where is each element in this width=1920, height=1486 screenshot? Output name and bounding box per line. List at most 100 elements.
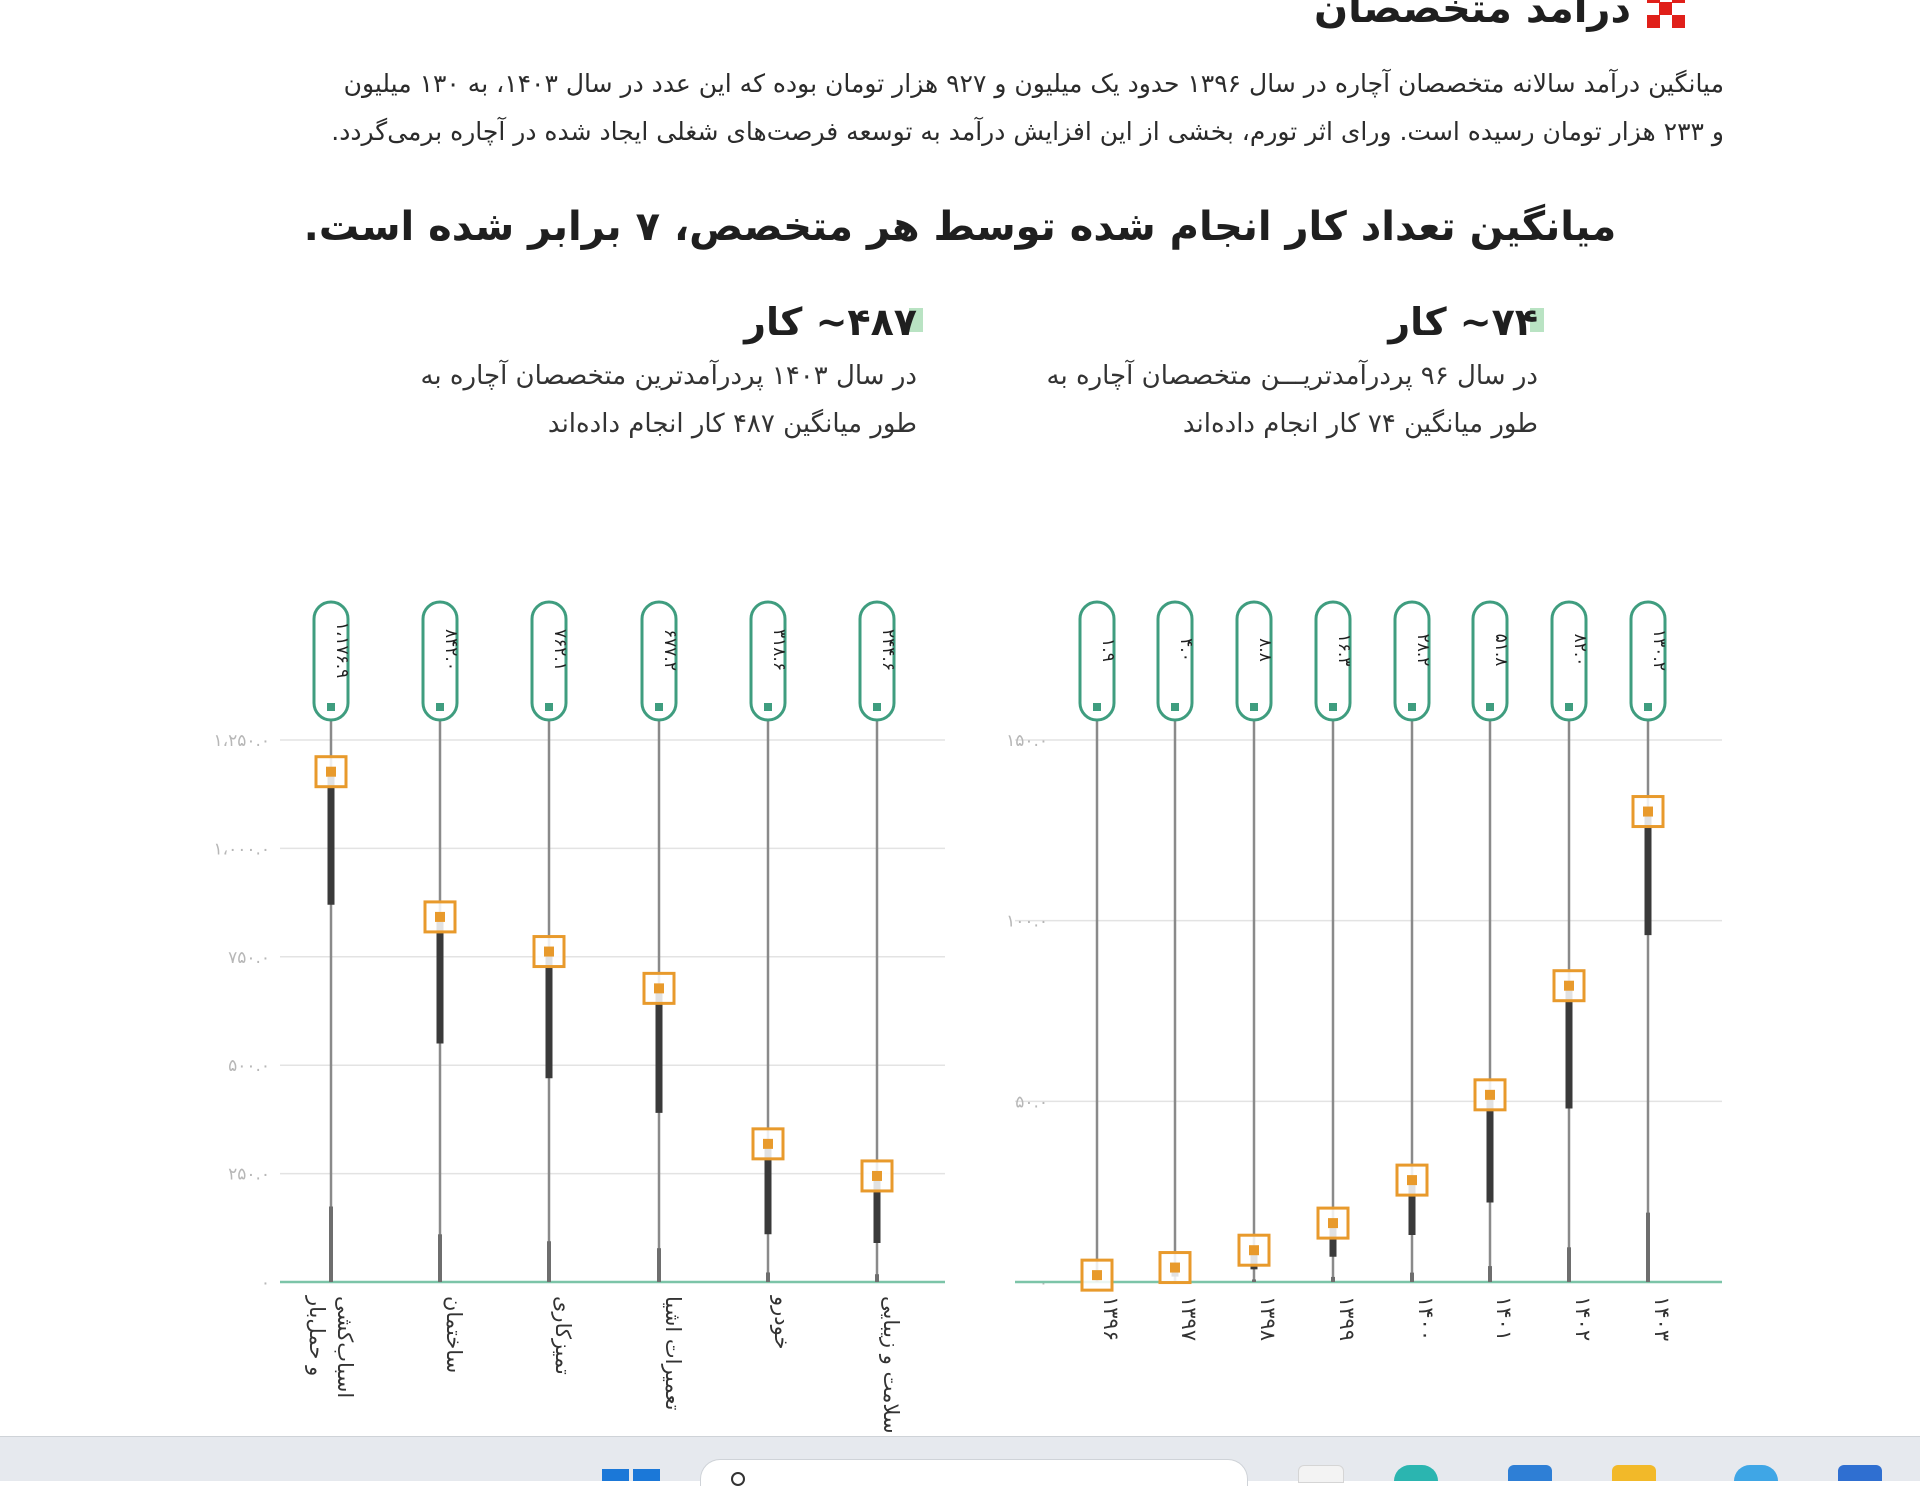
value-pill [1550, 600, 1588, 722]
value-pill [421, 600, 459, 722]
value-marker-center [1328, 1218, 1338, 1229]
intro-paragraph: میانگین درآمد سالانه متخصصان آچاره در سا… [184, 60, 1724, 156]
value-marker-center [1249, 1245, 1259, 1256]
app-icon-6[interactable] [1838, 1465, 1882, 1481]
windows-start-icon[interactable] [602, 1469, 662, 1481]
x-tick-label: و حمل‌بار [305, 1295, 329, 1376]
x-tick-label: ۱۳۹۷ [1177, 1296, 1201, 1341]
data-label: ۱۶.۳ [1334, 634, 1354, 667]
value-marker [1080, 1258, 1114, 1292]
app-icon-3[interactable] [1508, 1465, 1552, 1481]
value-marker-center [1564, 980, 1574, 991]
y-tick-label: ۰ [261, 1273, 270, 1293]
x-tick-label: تعمیرات اشیا [661, 1296, 685, 1411]
data-label: ۸.۸ [1255, 638, 1275, 662]
x-tick-label: ساختمان [442, 1296, 466, 1373]
data-label: ۸۴۲.۰ [441, 629, 461, 671]
value-pill [1235, 600, 1273, 722]
pill-anchor-dot [1329, 703, 1337, 711]
kpi-value: ۴۸۷~ کار [744, 300, 923, 344]
value-marker-center [544, 946, 554, 957]
pill-anchor-dot [873, 703, 881, 711]
value-pill [1078, 600, 1116, 722]
red-cross-icon [1647, 0, 1685, 28]
value-pill [530, 600, 568, 722]
value-pill [1471, 600, 1509, 722]
data-label: ۱.۹ [1098, 638, 1118, 662]
x-tick-label: ۱۳۹۸ [1256, 1296, 1280, 1341]
value-marker-center [1485, 1089, 1495, 1100]
y-tick-label: ۷۵۰.۰ [228, 948, 270, 968]
x-tick-label: ۱۳۹۹ [1335, 1296, 1359, 1341]
y-tick-label: ۵۰.۰ [1015, 1092, 1048, 1112]
x-tick-label: ۱۴۰۲ [1571, 1296, 1595, 1341]
pill-anchor-dot [545, 703, 553, 711]
pill-anchor-dot [1171, 703, 1179, 711]
value-marker-center [763, 1138, 773, 1149]
kpi-description: در سال ۱۴۰۳ پردرآمدترین متخصصان آچاره به… [357, 352, 917, 448]
app-icon-5[interactable] [1734, 1465, 1778, 1481]
app-icon-1[interactable] [1298, 1465, 1344, 1483]
value-marker-center [326, 766, 336, 777]
y-tick-label: ۱۵۰.۰ [1006, 731, 1048, 751]
data-label: ۶۷۷.۲ [660, 629, 680, 671]
pill-anchor-dot [1250, 703, 1258, 711]
app-icon-2[interactable] [1394, 1465, 1438, 1481]
pill-anchor-dot [764, 703, 772, 711]
search-icon [731, 1472, 745, 1486]
pill-anchor-dot [436, 703, 444, 711]
x-tick-label: ۱۳۹۶ [1099, 1296, 1123, 1341]
chart-2: ۰ ۲۵۰.۰ ۵۰۰.۰ ۷۵۰.۰ ۱،۰۰۰.۰ ۱،۲۵۰.۰ ۱،۱۷۶.۹ اسب… [213, 600, 945, 1434]
value-marker-center [435, 911, 445, 922]
x-tick-label: اسباب‌کشی [333, 1296, 357, 1398]
value-pill [1314, 600, 1352, 722]
y-tick-label: ۱،۰۰۰.۰ [213, 839, 270, 859]
value-pill [1393, 600, 1431, 722]
kpi-desc-line: در سال ۹۶ پردرآمدتریـــن متخصصان آچاره ب… [1046, 361, 1538, 391]
value-marker-center [654, 983, 664, 994]
folder-icon[interactable] [1612, 1465, 1656, 1481]
data-label: ۲۴۴.۶ [878, 629, 898, 671]
pill-anchor-dot [1486, 703, 1494, 711]
x-tick-label: ۱۴۰۱ [1492, 1296, 1516, 1341]
pill-anchor-dot [1093, 703, 1101, 711]
kpi-desc-line: در سال ۱۴۰۳ پردرآمدترین متخصصان آچاره به [420, 361, 917, 391]
value-pill [640, 600, 678, 722]
value-pill [1629, 600, 1667, 722]
x-tick-label: ۱۴۰۰ [1414, 1296, 1438, 1341]
report-page: درآمد متخصصان میانگین درآمد سالانه متخصص… [184, 0, 1724, 1434]
x-tick-label: خودرو [770, 1295, 794, 1349]
value-pill [858, 600, 896, 722]
y-tick-label: ۱۰۰.۰ [1006, 912, 1048, 932]
kpi-desc-line: طور میانگین ۴۸۷ کار انجام داده‌اند [547, 409, 917, 439]
x-tick-label: ۱۴۰۳ [1650, 1296, 1674, 1341]
value-marker-center [1643, 806, 1653, 817]
section-title-text: درآمد متخصصان [1314, 0, 1631, 32]
kpi-desc-line: طور میانگین ۷۴ کار انجام داده‌اند [1182, 409, 1538, 439]
value-marker-center [872, 1170, 882, 1181]
data-label: ۱۳۰.۲ [1649, 629, 1669, 671]
value-marker [1316, 1206, 1350, 1240]
kpi-description: در سال ۹۶ پردرآمدتریـــن متخصصان آچاره ب… [978, 352, 1538, 448]
chart-headline: میانگین تعداد کار انجام شده توسط هر متخص… [303, 204, 1617, 250]
pill-anchor-dot [1644, 703, 1652, 711]
pill-anchor-dot [327, 703, 335, 711]
value-marker-center [1092, 1270, 1102, 1281]
x-tick-label: سلامت و زیبایی [879, 1296, 903, 1434]
data-label: ۴.۰ [1176, 638, 1196, 662]
kpi-value: ۷۴~ کار [1388, 300, 1544, 344]
taskbar-search-box[interactable] [700, 1459, 1248, 1486]
section-title: درآمد متخصصان [1314, 0, 1685, 32]
data-label: ۸۲.۰ [1570, 634, 1590, 667]
x-tick-label: تمیزکاری [551, 1296, 575, 1375]
data-label: ۲۸.۲ [1413, 634, 1433, 667]
data-label: ۷۶۲.۱ [550, 629, 570, 671]
taskbar [0, 1436, 1920, 1486]
data-label: ۱،۱۷۶.۹ [332, 622, 352, 679]
data-label: ۵۱.۸ [1491, 634, 1511, 667]
intro-line: میانگین درآمد سالانه متخصصان آچاره در سا… [343, 69, 1724, 98]
value-pill [1156, 600, 1194, 722]
data-label: ۳۱۸.۶ [769, 629, 789, 671]
value-pill [312, 600, 350, 722]
y-tick-label: ۱،۲۵۰.۰ [213, 731, 270, 751]
